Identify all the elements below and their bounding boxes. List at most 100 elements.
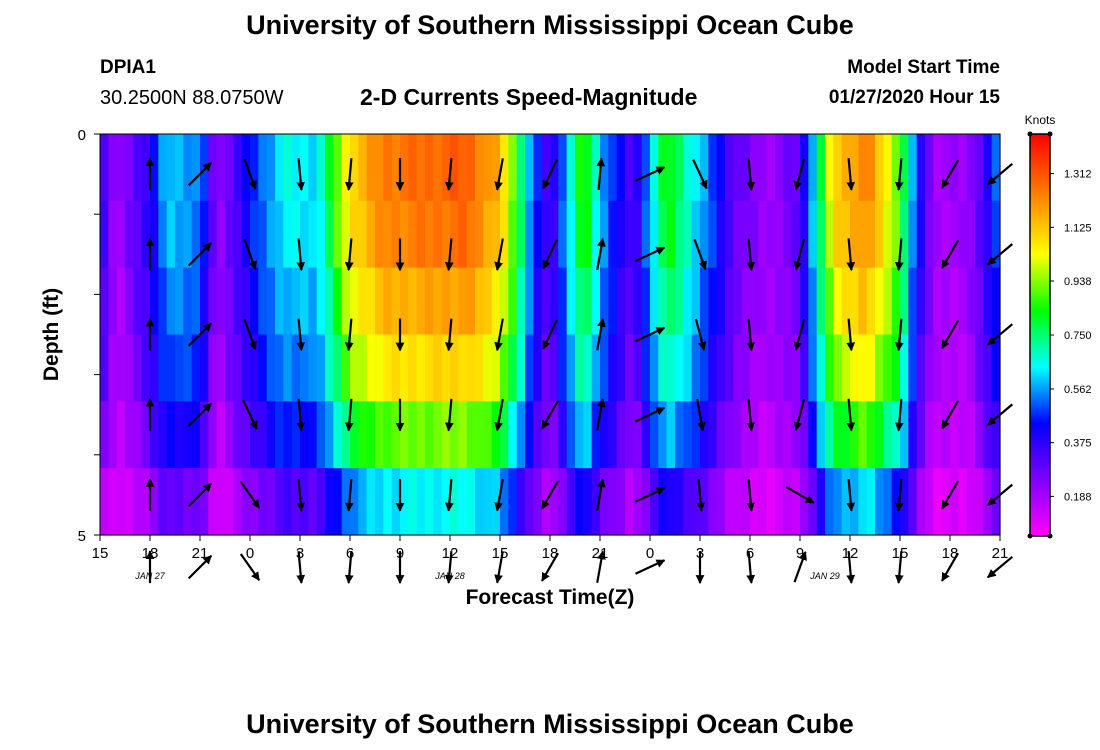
heatmap-cell bbox=[741, 267, 751, 336]
heatmap-cell bbox=[858, 334, 868, 402]
heatmap-cell bbox=[925, 468, 934, 536]
current-vector-arrow bbox=[596, 237, 606, 271]
heatmap-cell bbox=[850, 334, 859, 402]
y-axis-label: Depth (ft) bbox=[40, 288, 63, 381]
current-vector-arrow bbox=[344, 398, 354, 432]
heatmap-cell bbox=[816, 468, 826, 536]
current-vector-arrow bbox=[596, 317, 606, 351]
heatmap-cell bbox=[725, 401, 734, 469]
current-vector-arrow bbox=[296, 398, 306, 432]
heatmap-cell bbox=[141, 200, 151, 269]
heatmap-cell bbox=[383, 267, 393, 336]
heatmap-cell bbox=[283, 134, 293, 202]
heatmap-cell bbox=[325, 200, 334, 269]
heatmap-cell bbox=[733, 134, 743, 202]
heatmap-cell bbox=[950, 401, 959, 469]
heatmap-cell bbox=[825, 200, 834, 269]
heatmap-cell bbox=[475, 334, 484, 402]
heatmap-cell bbox=[200, 267, 209, 336]
heatmap-cell bbox=[116, 134, 126, 202]
heatmap-cell bbox=[433, 134, 443, 202]
heatmap-cell bbox=[583, 200, 593, 269]
heatmap-cell bbox=[575, 401, 584, 469]
heatmap-cell bbox=[350, 134, 359, 202]
heatmap-cell bbox=[375, 401, 384, 469]
x-tick-label: 6 bbox=[746, 545, 754, 562]
heatmap-cell bbox=[416, 267, 426, 336]
heatmap-cell bbox=[425, 267, 434, 336]
heatmap-cell bbox=[675, 200, 684, 269]
heatmap-cell bbox=[175, 200, 184, 269]
heatmap-cell bbox=[233, 134, 243, 202]
heatmap-cell bbox=[466, 334, 476, 402]
heatmap-cell bbox=[208, 401, 218, 469]
heatmap-cell bbox=[391, 200, 401, 269]
heatmap-cell bbox=[791, 401, 801, 469]
heatmap-cell bbox=[433, 200, 443, 269]
heatmap-cell bbox=[783, 468, 793, 536]
heatmap-cell bbox=[216, 334, 226, 402]
heatmap-cell bbox=[858, 401, 868, 469]
heatmap-cell bbox=[641, 468, 651, 536]
current-vector-arrow bbox=[793, 158, 806, 191]
heatmap-cell bbox=[991, 334, 1001, 402]
heatmap-cell bbox=[983, 267, 993, 336]
current-vector-arrow bbox=[542, 159, 558, 190]
current-vector-arrow bbox=[296, 238, 306, 272]
heatmap-cell bbox=[458, 134, 468, 202]
current-vector-arrow bbox=[542, 239, 558, 270]
heatmap-cell bbox=[516, 334, 526, 402]
heatmap-cell bbox=[700, 334, 709, 402]
heatmap-cell bbox=[641, 401, 651, 469]
heatmap-cell bbox=[383, 334, 393, 402]
heatmap-cell bbox=[858, 468, 868, 536]
heatmap-cell bbox=[800, 200, 809, 269]
heatmap-cell bbox=[291, 334, 301, 402]
heatmap-cell bbox=[600, 334, 609, 402]
heatmap-cell bbox=[458, 200, 468, 269]
x-tick-label: 18 bbox=[542, 545, 559, 562]
current-vector-arrow bbox=[894, 158, 904, 191]
heatmap-cell bbox=[908, 267, 918, 336]
heatmap-cell bbox=[283, 267, 293, 336]
heatmap-cell bbox=[366, 468, 376, 536]
x-tick-label: 18 bbox=[942, 545, 959, 562]
heatmap-cell bbox=[191, 200, 201, 269]
heatmap-cell bbox=[925, 401, 934, 469]
heatmap-cell bbox=[775, 267, 784, 336]
heatmap-cell bbox=[400, 134, 409, 202]
heatmap-cell bbox=[483, 401, 493, 469]
heatmap-cell bbox=[433, 334, 443, 402]
heatmap-cell bbox=[491, 200, 501, 269]
current-vector-arrow bbox=[986, 555, 1014, 579]
heatmap-cell bbox=[575, 468, 584, 536]
heatmap-cell bbox=[316, 401, 326, 469]
heatmap-cell bbox=[666, 468, 676, 536]
heatmap-cell bbox=[891, 401, 901, 469]
heatmap-cell bbox=[583, 267, 593, 336]
current-vector-arrow bbox=[187, 322, 213, 347]
heatmap-cell bbox=[675, 134, 684, 202]
colorbar-tick-label: 0.938 bbox=[1064, 276, 1092, 288]
model-start-time: 01/27/2020 Hour 15 bbox=[828, 87, 1000, 108]
heatmap-cell bbox=[533, 334, 543, 402]
heatmap-cell bbox=[283, 200, 293, 269]
heatmap-cell bbox=[825, 267, 834, 336]
heatmap-cell bbox=[191, 267, 201, 336]
heatmap-cell bbox=[358, 134, 368, 202]
heatmap-cell bbox=[316, 200, 326, 269]
colorbar-label: Knots bbox=[1025, 113, 1056, 127]
heatmap-cell bbox=[141, 267, 151, 336]
heatmap-cell bbox=[258, 468, 268, 536]
heatmap-cells bbox=[100, 134, 1001, 536]
heatmap-cell bbox=[441, 134, 451, 202]
heatmap-cell bbox=[783, 134, 793, 202]
heatmap-cell bbox=[441, 401, 451, 469]
heatmap-cell bbox=[808, 200, 818, 269]
colorbar-tick-label: 0.188 bbox=[1064, 491, 1092, 503]
heatmap-cell bbox=[266, 334, 276, 402]
current-vector-arrow bbox=[894, 478, 904, 512]
heatmap-cell bbox=[683, 267, 693, 336]
heatmap-cell bbox=[733, 267, 743, 336]
heatmap-cell bbox=[225, 200, 234, 269]
